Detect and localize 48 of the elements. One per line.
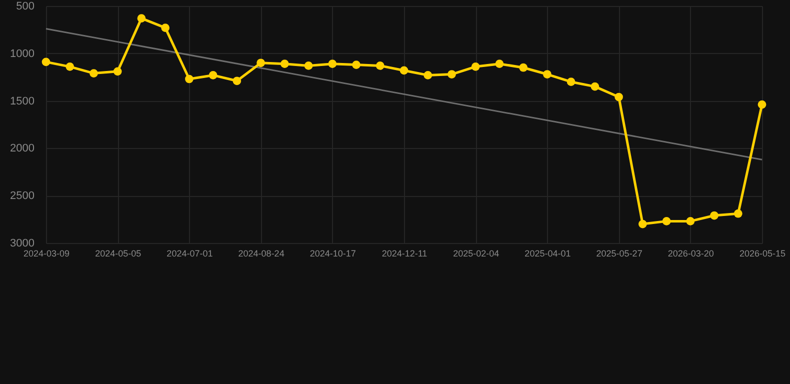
y-tick-label: 1000	[10, 48, 34, 60]
x-tick-label: 2024-08-24	[238, 248, 284, 258]
point	[638, 220, 647, 228]
point	[90, 69, 98, 78]
point	[758, 100, 766, 109]
point	[471, 62, 480, 71]
point	[256, 58, 265, 68]
x-tick-label: 2025-05-27	[596, 248, 642, 258]
y-tick-label: 3000	[10, 238, 34, 250]
y-tick-label: 2500	[10, 190, 34, 202]
point	[543, 70, 552, 78]
y-tick-label: 1500	[10, 95, 34, 108]
point	[137, 14, 146, 22]
point	[161, 24, 170, 32]
point	[113, 67, 122, 76]
x-tick-label: 2024-12-11	[382, 248, 428, 258]
point	[566, 78, 576, 86]
x-tick-label: 2024-03-09	[23, 248, 70, 258]
x-tick-label: 2024-07-01	[166, 248, 213, 258]
point	[42, 58, 50, 66]
point	[208, 71, 218, 80]
x-tick-label: 2025-04-01	[524, 248, 571, 258]
point	[734, 209, 742, 218]
point	[376, 62, 384, 70]
x-tick-label: 2024-10-17	[310, 248, 356, 258]
point	[232, 76, 242, 86]
point	[614, 92, 623, 102]
y-tick-label: 2000	[10, 142, 34, 155]
point	[352, 60, 360, 69]
point	[66, 62, 74, 71]
point	[280, 60, 289, 68]
x-tick-label: 2025-02-04	[453, 248, 500, 258]
point	[424, 71, 432, 80]
point	[185, 74, 194, 84]
x-tick-label: 2026-03-20	[668, 248, 714, 258]
point	[662, 217, 671, 226]
point	[686, 217, 695, 226]
point	[519, 63, 528, 72]
point	[304, 62, 313, 70]
point	[448, 70, 456, 78]
x-tick-label: 2026-05-15	[739, 248, 786, 258]
x-tick-label: 2024-05-05	[95, 248, 142, 258]
point	[400, 66, 408, 75]
y-tick-label: 500	[16, 0, 34, 12]
point	[495, 60, 504, 68]
point	[710, 211, 718, 220]
point	[328, 60, 337, 68]
point	[590, 82, 600, 91]
